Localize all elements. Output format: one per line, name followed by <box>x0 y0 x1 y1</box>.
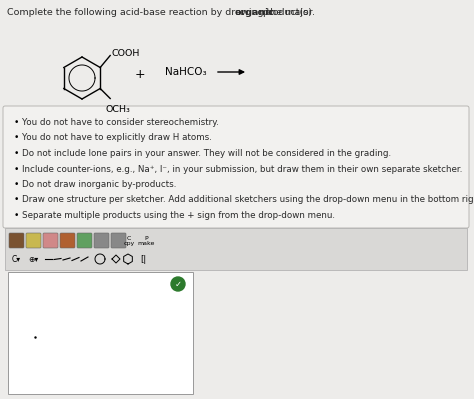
Circle shape <box>171 277 185 291</box>
Text: Include counter-ions, e.g., Na⁺, I⁻, in your submission, but draw them in their : Include counter-ions, e.g., Na⁺, I⁻, in … <box>22 164 462 174</box>
FancyBboxPatch shape <box>43 233 58 248</box>
Text: Draw one structure per sketcher. Add additional sketchers using the drop-down me: Draw one structure per sketcher. Add add… <box>22 196 474 205</box>
Text: •: • <box>14 149 19 158</box>
Bar <box>5 228 467 270</box>
Text: Do not include lone pairs in your answer. They will not be considered in the gra: Do not include lone pairs in your answer… <box>22 149 391 158</box>
Text: •: • <box>14 164 19 174</box>
FancyBboxPatch shape <box>94 233 109 248</box>
Text: Separate multiple products using the + sign from the drop-down menu.: Separate multiple products using the + s… <box>22 211 335 220</box>
Text: •: • <box>14 134 19 142</box>
FancyBboxPatch shape <box>111 233 126 248</box>
Text: ✓: ✓ <box>174 280 182 288</box>
Text: Complete the following acid-base reaction by drawing the major: Complete the following acid-base reactio… <box>7 8 316 17</box>
FancyBboxPatch shape <box>26 233 41 248</box>
Text: OCH₃: OCH₃ <box>105 105 130 113</box>
FancyBboxPatch shape <box>77 233 92 248</box>
Text: C▾: C▾ <box>12 255 21 263</box>
Text: ⊕▾: ⊕▾ <box>28 255 38 263</box>
Text: •: • <box>14 196 19 205</box>
Text: +: + <box>135 69 146 81</box>
Bar <box>8 272 193 394</box>
Text: •: • <box>14 180 19 189</box>
Text: P
make: P make <box>137 236 155 246</box>
FancyBboxPatch shape <box>3 106 469 228</box>
Text: •: • <box>14 118 19 127</box>
Text: organic: organic <box>235 8 275 17</box>
Text: You do not have to consider stereochemistry.: You do not have to consider stereochemis… <box>22 118 219 127</box>
Text: Do not draw inorganic by-products.: Do not draw inorganic by-products. <box>22 180 176 189</box>
Text: You do not have to explicitly draw H atoms.: You do not have to explicitly draw H ato… <box>22 134 212 142</box>
Text: [|: [| <box>140 255 146 263</box>
Text: •: • <box>14 211 19 220</box>
Text: C
cpy: C cpy <box>123 236 135 246</box>
Text: product(s).: product(s). <box>260 8 315 17</box>
Text: COOH: COOH <box>111 49 139 59</box>
FancyBboxPatch shape <box>60 233 75 248</box>
FancyBboxPatch shape <box>9 233 24 248</box>
Text: NaHCO₃: NaHCO₃ <box>165 67 207 77</box>
